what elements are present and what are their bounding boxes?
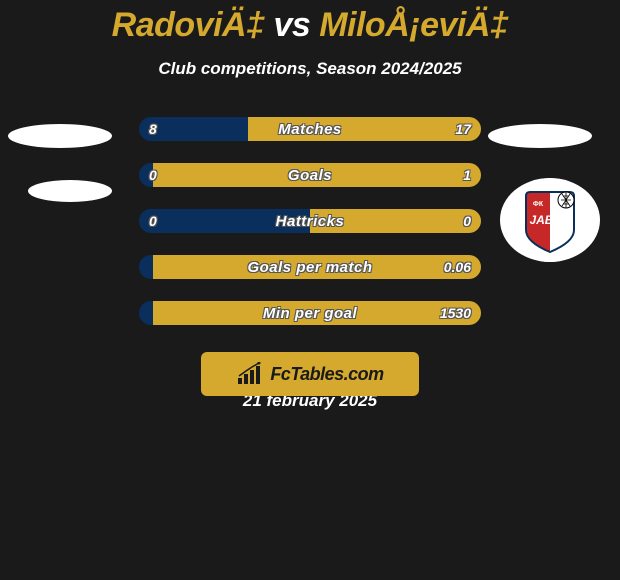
stat-value-right: 1530	[440, 301, 471, 325]
comparison-rows: 8Matches170Goals10Hattricks0Goals per ma…	[139, 117, 481, 325]
title-mid: vs	[265, 6, 320, 44]
stat-value-right: 17	[455, 117, 471, 141]
stat-value-right: 0	[463, 209, 471, 233]
badge-text: FcTables.com	[270, 364, 383, 385]
stat-value-right: 1	[463, 163, 471, 187]
stat-label: Matches	[139, 117, 481, 141]
right-ellipse-1	[488, 124, 592, 148]
stat-row: 0Goals1	[139, 163, 481, 187]
svg-text:ФК: ФК	[533, 201, 544, 208]
stat-row: 8Matches17	[139, 117, 481, 141]
stat-label: Goals	[139, 163, 481, 187]
stat-value-right: 0.06	[444, 255, 471, 279]
stat-row: 0Hattricks0	[139, 209, 481, 233]
page-title: RadoviÄ‡ vs MiloÅ¡eviÄ‡	[0, 0, 620, 45]
stat-label: Goals per match	[139, 255, 481, 279]
stat-row: Goals per match0.06	[139, 255, 481, 279]
left-ellipse-1	[8, 124, 112, 148]
stat-label: Hattricks	[139, 209, 481, 233]
left-ellipse-2	[28, 180, 112, 202]
bars-icon	[236, 362, 266, 386]
stat-label: Min per goal	[139, 301, 481, 325]
subtitle: Club competitions, Season 2024/2025	[0, 59, 620, 79]
fctables-badge[interactable]: FcTables.com	[201, 352, 419, 396]
stat-row: Min per goal1530	[139, 301, 481, 325]
crest-svg: ФК ЈАВОР	[500, 178, 600, 262]
svg-text:ЈАВОР: ЈАВОР	[529, 213, 571, 227]
title-left: RadoviÄ‡	[112, 6, 265, 44]
club-crest: ФК ЈАВОР	[500, 178, 600, 262]
title-right: MiloÅ¡eviÄ‡	[319, 6, 508, 44]
